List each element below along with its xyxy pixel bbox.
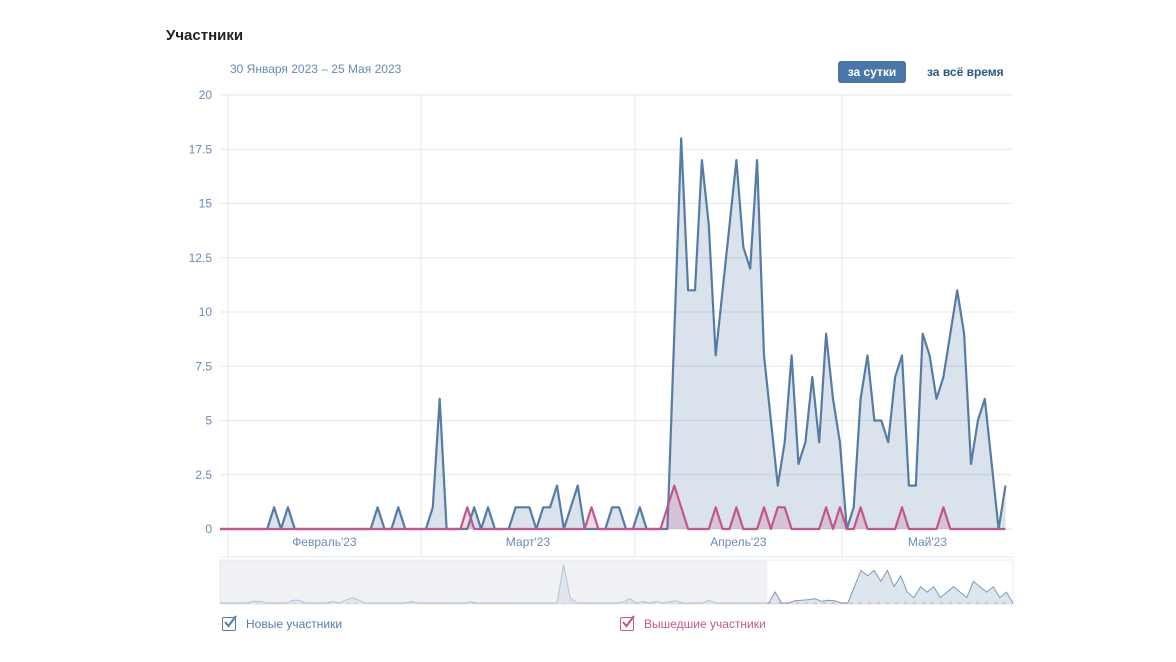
legend-label: Новые участники <box>246 617 343 631</box>
area-new-members <box>220 138 1006 529</box>
line-left-members <box>220 484 1006 531</box>
page-title: Участники <box>166 27 244 44</box>
y-tick-label: 2.5 <box>195 468 212 482</box>
x-month-label: Март'23 <box>506 535 551 549</box>
checkbox-checked-icon[interactable] <box>620 615 635 631</box>
y-tick-label: 20 <box>199 88 213 102</box>
series-group <box>220 137 1007 531</box>
y-tick-label: 17.5 <box>189 142 213 156</box>
navigator-handle[interactable] <box>765 560 769 604</box>
y-tick-label: 10 <box>199 305 213 319</box>
x-month-label: Апрель'23 <box>710 535 767 549</box>
legend-left-members[interactable]: Вышедшие участники <box>620 615 766 631</box>
y-tick-label: 15 <box>199 197 213 211</box>
y-tick-label: 7.5 <box>195 359 212 373</box>
legend-new-members[interactable]: Новые участники <box>222 615 343 631</box>
navigator-area <box>220 565 1013 604</box>
legend-label: Вышедшие участники <box>644 617 766 631</box>
period-all-time-button[interactable]: за всё время <box>927 65 1004 79</box>
date-range: 30 Января 2023 – 25 Мая 2023 <box>230 62 402 76</box>
checkbox-checked-icon[interactable] <box>222 615 237 631</box>
navigator-unselected-range <box>220 560 768 604</box>
y-tick-label: 12.5 <box>189 251 213 265</box>
y-tick-label: 0 <box>205 522 212 536</box>
period-day-button[interactable]: за сутки <box>838 61 906 83</box>
y-tick-label: 5 <box>205 414 212 428</box>
x-month-label: Май'23 <box>908 535 947 549</box>
x-month-label: Февраль'23 <box>292 535 357 549</box>
